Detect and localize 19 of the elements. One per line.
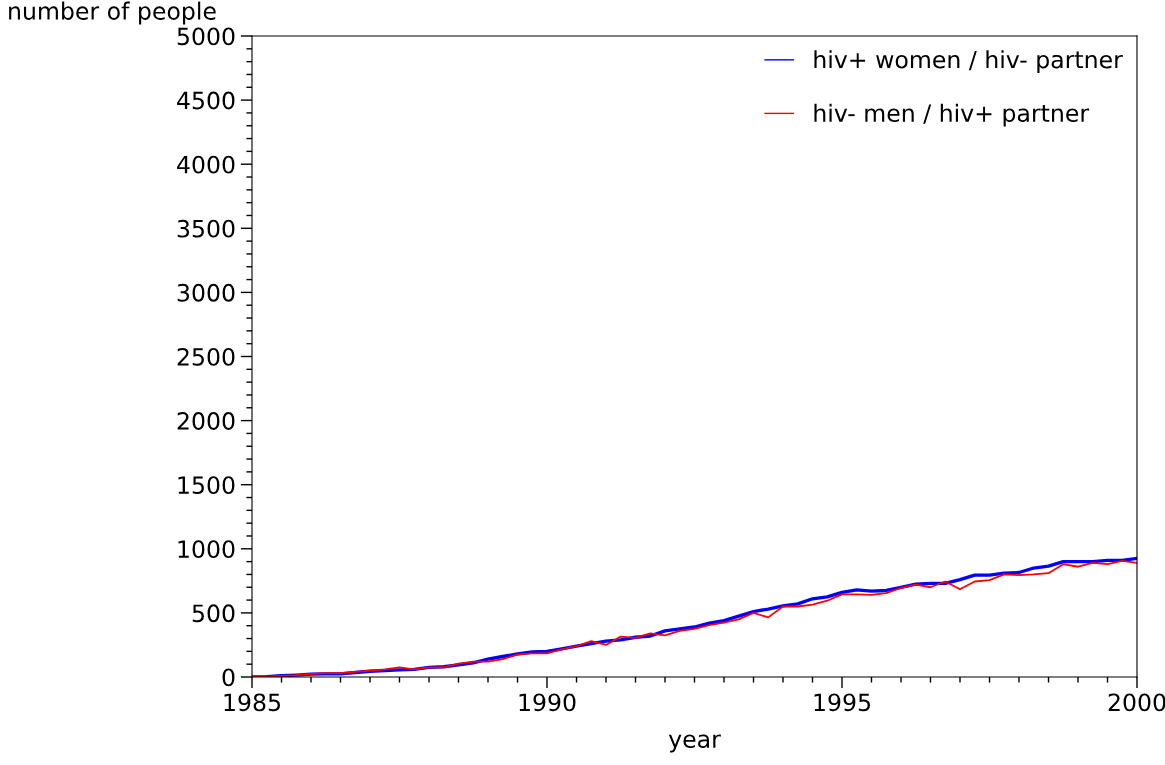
y-axis-title: number of people (9, 1, 216, 25)
x-tick-label: 2000 (1108, 693, 1165, 712)
y-tick-label: 2000 (177, 412, 235, 430)
y-tick-label: 1500 (178, 476, 235, 495)
y-tick-label: 3500 (177, 219, 235, 238)
x-axis-title: year (668, 734, 721, 753)
y-tick-label: 4500 (177, 91, 235, 110)
y-tick-label: 3000 (177, 283, 235, 302)
y-tick-label: 1000 (178, 540, 235, 559)
x-tick-label: 1985 (224, 693, 280, 712)
legend-label: hiv- men / hiv+ partner (814, 103, 1090, 127)
y-tick-label: 5000 (177, 27, 235, 46)
y-tick-label: 0 (222, 668, 235, 687)
x-tick-label: 1995 (814, 693, 870, 712)
x-tick-label: 1990 (519, 693, 576, 712)
y-tick-label: 500 (192, 604, 235, 623)
legend-label: hiv+ women / hiv- partner (814, 50, 1123, 74)
y-tick-label: 4000 (177, 155, 235, 174)
y-tick-label: 2500 (177, 347, 235, 366)
